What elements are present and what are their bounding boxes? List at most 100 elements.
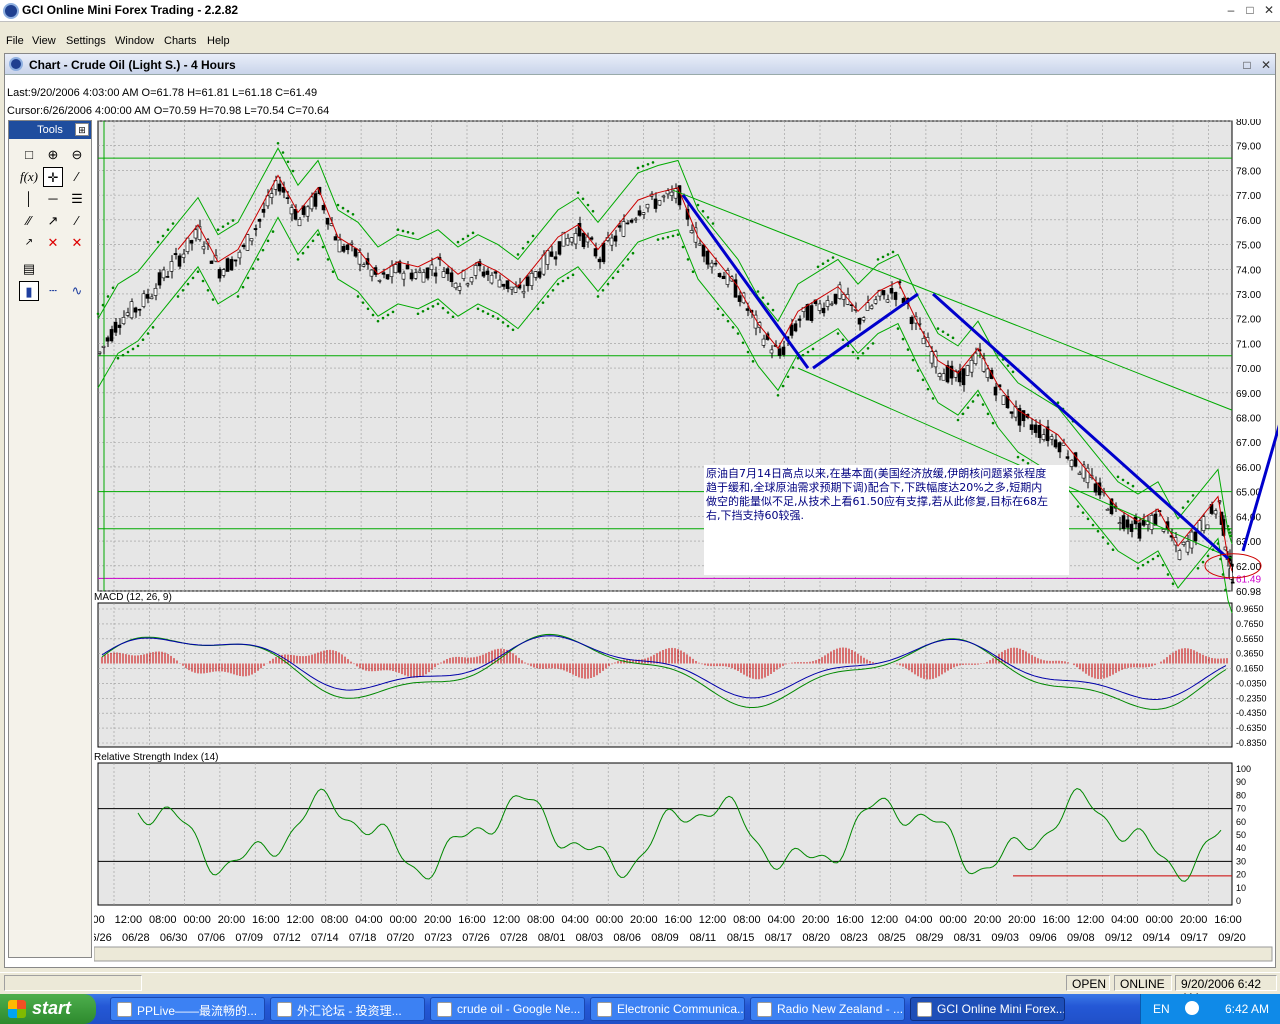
tools-header: Tools ⊞ bbox=[9, 121, 91, 139]
candle-body bbox=[137, 308, 142, 311]
candle-body bbox=[153, 287, 158, 296]
candle-body bbox=[657, 200, 662, 206]
candle-body bbox=[665, 190, 670, 195]
pin-icon[interactable]: ⊞ bbox=[75, 123, 89, 136]
sar-dot bbox=[921, 378, 925, 382]
candle-body bbox=[521, 290, 526, 294]
candle-body bbox=[1181, 541, 1186, 545]
menu-help[interactable]: Help bbox=[207, 35, 230, 47]
chart-close-icon[interactable]: ✕ bbox=[1260, 58, 1272, 72]
close-icon[interactable]: ✕ bbox=[1263, 3, 1275, 17]
date-axis-label: 08/03 bbox=[576, 932, 604, 944]
sar-dot bbox=[1156, 554, 1160, 558]
macd-tick-label: -0.4350 bbox=[1236, 708, 1267, 718]
sar-dot bbox=[576, 191, 580, 194]
sar-dot bbox=[731, 326, 735, 329]
sar-dot bbox=[611, 276, 615, 280]
sar-dot bbox=[856, 356, 860, 360]
minimize-icon[interactable]: – bbox=[1227, 3, 1235, 17]
horizontal-scrollbar bbox=[93, 946, 1273, 962]
moving-average-line bbox=[177, 174, 1233, 572]
delete-all-icon[interactable]: ✕ bbox=[71, 235, 83, 250]
line-segment-icon[interactable]: ∕ bbox=[75, 213, 79, 228]
sar-dot bbox=[871, 342, 875, 345]
task-electronic[interactable]: Electronic Communica... bbox=[590, 997, 745, 1021]
candle-body bbox=[909, 316, 914, 325]
sar-dot bbox=[256, 258, 260, 261]
bar-chart-icon[interactable]: ┄ bbox=[49, 283, 57, 298]
sar-dot bbox=[546, 295, 550, 298]
sar-dot bbox=[911, 358, 915, 362]
channel-line bbox=[672, 189, 1233, 411]
sar-dot bbox=[431, 305, 435, 308]
sar-dot bbox=[666, 235, 670, 239]
maximize-icon[interactable]: □ bbox=[1246, 3, 1254, 17]
app-title: GCI Online Mini Forex Trading - 2.2.82 bbox=[22, 3, 239, 17]
sar-dot bbox=[1151, 557, 1155, 561]
task-gci[interactable]: GCI Online Mini Forex... bbox=[910, 997, 1065, 1021]
fibonacci-icon[interactable]: ↗ bbox=[24, 237, 34, 248]
candle-body bbox=[573, 233, 578, 245]
date-axis-label: 07/12 bbox=[273, 932, 301, 944]
menu-view[interactable]: View bbox=[32, 35, 56, 47]
restore-icon[interactable]: □ bbox=[1243, 58, 1251, 72]
time-axis-label: 04:00 bbox=[1111, 914, 1139, 926]
chart-canvas[interactable]: 80.00 79.00 78.00 77.00 76.00 75.00 74.00 73.00… bbox=[83, 117, 1280, 967]
task-radio-nz[interactable]: Radio New Zealand - ... bbox=[750, 997, 905, 1021]
candle-body bbox=[465, 283, 470, 286]
date-axis-label: 08/06 bbox=[613, 932, 641, 944]
task-forum[interactable]: 外汇论坛 - 投资理... bbox=[270, 997, 425, 1021]
sar-dot bbox=[951, 336, 955, 340]
language-indicator[interactable]: EN bbox=[1153, 1002, 1170, 1016]
menu-window[interactable]: Window bbox=[115, 35, 155, 47]
task-pplive[interactable]: PPLive——最流畅的... bbox=[110, 997, 265, 1021]
candle-body bbox=[613, 235, 618, 242]
delete-icon[interactable]: ✕ bbox=[47, 235, 59, 250]
sar-dot bbox=[1226, 524, 1230, 528]
sar-dot bbox=[296, 258, 300, 261]
trendline-icon[interactable]: ∕ bbox=[75, 169, 79, 184]
sar-dot bbox=[791, 366, 795, 369]
properties-icon[interactable]: ▤ bbox=[22, 261, 36, 276]
app-icon bbox=[277, 1002, 292, 1017]
sar-dot bbox=[336, 203, 340, 207]
sar-dot bbox=[286, 160, 290, 164]
sar-dot bbox=[1228, 531, 1232, 534]
candle-body bbox=[985, 368, 990, 378]
menu-settings[interactable]: Settings bbox=[66, 35, 106, 47]
candle-body bbox=[305, 206, 310, 217]
new-document-icon[interactable]: □ bbox=[25, 147, 33, 162]
grid-lines-icon[interactable]: ☰ bbox=[71, 191, 83, 206]
crosshair-icon[interactable]: ✛ bbox=[43, 167, 63, 187]
sar-dot bbox=[96, 312, 100, 316]
start-button[interactable]: start bbox=[0, 994, 96, 1024]
candle-body bbox=[493, 271, 498, 274]
ray-icon[interactable]: ↗ bbox=[47, 213, 59, 228]
menu-file[interactable]: File bbox=[6, 35, 24, 47]
vertical-line-icon[interactable]: │ bbox=[24, 191, 34, 206]
date-axis-label: 06/30 bbox=[160, 932, 188, 944]
candle-body bbox=[457, 286, 462, 291]
sar-dot bbox=[551, 288, 555, 292]
horizontal-line-icon[interactable]: ─ bbox=[48, 191, 58, 206]
candlestick-icon[interactable]: ▮ bbox=[19, 281, 39, 301]
date-axis-label: 08/01 bbox=[538, 932, 566, 944]
candle-body bbox=[893, 292, 898, 300]
tray-arrow-icon[interactable] bbox=[1185, 1001, 1199, 1015]
rsi-tick-label: 30 bbox=[1236, 856, 1246, 866]
sar-dot bbox=[676, 233, 680, 236]
candle-body bbox=[989, 369, 994, 379]
menu-charts[interactable]: Charts bbox=[164, 35, 197, 47]
task-google-news[interactable]: crude oil - Google Ne... bbox=[430, 997, 585, 1021]
zoom-in-icon[interactable]: ⊕ bbox=[47, 147, 59, 162]
macd-tick-label: -0.8350 bbox=[1236, 738, 1267, 748]
sar-dot bbox=[1141, 563, 1145, 567]
candle-body bbox=[717, 273, 722, 278]
line-chart-icon[interactable]: ∿ bbox=[71, 283, 83, 298]
candle-body bbox=[357, 252, 362, 265]
chart-area[interactable]: 80.00 79.00 78.00 77.00 76.00 75.00 74.00 73.00… bbox=[83, 117, 1280, 962]
candle-body bbox=[169, 261, 174, 272]
zoom-out-icon[interactable]: ⊖ bbox=[71, 147, 83, 162]
function-icon[interactable]: f(x) bbox=[19, 169, 39, 184]
parallel-lines-icon[interactable]: ∕∕ bbox=[26, 213, 32, 228]
